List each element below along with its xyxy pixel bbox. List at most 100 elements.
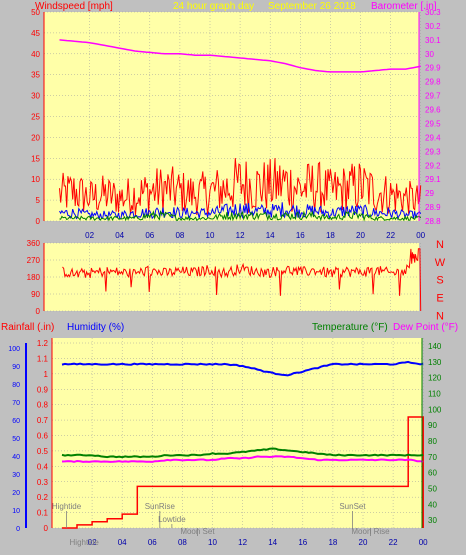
temperature-y-tick: 110: [428, 389, 441, 398]
humidity-y-tick: 90: [12, 364, 20, 371]
rain-y-tick: 0: [44, 524, 49, 533]
barometer-title: Barometer [.in]: [371, 1, 437, 12]
wind-direction-line: [62, 248, 422, 312]
barometer-y-tick: 30.1: [425, 36, 441, 45]
barometer-y-tick: 29.2: [425, 161, 441, 170]
windspeed-title: Windspeed [mph]: [35, 1, 113, 12]
wind-x-tick: 02: [85, 231, 94, 240]
rainfall-title: Rainfall (.in): [1, 322, 54, 333]
climate-x-tick-labels: 02 04 06 08 10 12 14 16 18 20 22 00: [88, 538, 429, 547]
direction-y-tick: 270: [27, 256, 41, 265]
compass-label: N: [436, 239, 444, 251]
humidity-y-tick: 40: [12, 454, 20, 461]
wind-x-tick-labels: 02 04 06 08 10 12 14 16 18 20 22 00: [85, 231, 426, 240]
wind-minimum-line: [59, 209, 422, 222]
wind-y-tick: 45: [31, 29, 40, 38]
temperature-y-tick: 60: [428, 469, 437, 478]
barometer-y-tick: 29.1: [425, 175, 441, 184]
wind-y-tick: 50: [31, 8, 40, 17]
rain-y-tick: 0.4: [37, 462, 49, 471]
humidity-y-tick-labels: 0 10 20 30 40 50 60 70 80 90 100: [8, 346, 20, 533]
humidity-y-tick: 30: [12, 472, 20, 479]
direction-y-tick: 0: [36, 307, 41, 316]
temperature-y-tick: 70: [428, 453, 437, 462]
climate-x-tick: 18: [328, 538, 337, 547]
compass-label: W: [435, 257, 446, 269]
barometer-y-tick: 29.4: [425, 133, 441, 142]
annotation-label: Lowtide: [158, 515, 186, 524]
climate-x-tick: 12: [238, 538, 247, 547]
humidity-y-tick: 60: [12, 418, 20, 425]
wind-y-tick: 40: [31, 50, 40, 59]
rain-y-tick-labels: 0 0.1 0.2 0.3 0.4 0.5 0.6 0.7 0.8 0.9 1 1.1 1.2: [37, 339, 49, 533]
wind-x-tick: 22: [386, 231, 395, 240]
wind-panel-series: [59, 39, 422, 222]
rain-y-tick: 0.2: [37, 493, 49, 502]
wind-x-tick: 14: [266, 231, 275, 240]
barometer-y-tick: 29.5: [425, 119, 441, 128]
temperature-y-tick: 80: [428, 437, 437, 446]
climate-panel-series: [61, 360, 424, 529]
temperature-y-tick: 40: [428, 500, 437, 509]
temperature-y-tick: 100: [428, 405, 442, 414]
humidity-y-tick: 80: [12, 382, 20, 389]
barometer-y-tick: 29.6: [425, 106, 441, 115]
rain-y-tick: 1: [44, 370, 49, 379]
barometer-y-tick: 29: [425, 189, 434, 198]
wind-y-tick: 35: [31, 71, 40, 80]
wind-x-tick: 10: [206, 231, 215, 240]
wind-x-tick: 08: [175, 231, 184, 240]
temperature-y-tick: 50: [428, 484, 437, 493]
barometer-y-tick: 29.8: [425, 78, 441, 87]
temperature-title: Temperature (°F): [312, 322, 388, 333]
rain-y-tick: 0.9: [37, 385, 49, 394]
compass-label: N: [436, 310, 444, 322]
dewpoint-title: Dew Point (°F): [393, 322, 458, 333]
wind-x-tick: 12: [236, 231, 245, 240]
direction-y-tick: 90: [31, 290, 40, 299]
climate-x-tick: 06: [148, 538, 157, 547]
direction-panel-series: [62, 248, 422, 312]
climate-x-tick: 00: [419, 538, 428, 547]
compass-label: S: [436, 275, 443, 287]
rain-y-tick: 0.1: [37, 509, 49, 518]
rain-y-tick: 0.6: [37, 432, 49, 441]
rain-y-tick: 0.5: [37, 447, 49, 456]
wind-y-tick: 5: [36, 196, 41, 205]
temperature-y-tick: 130: [428, 358, 442, 367]
astro-annotations: Hightide SunRise Lowtide Moon Set SunSet Moon…: [52, 502, 390, 547]
temperature-y-tick: 120: [428, 374, 442, 383]
annotation-label: Hightide: [52, 502, 82, 511]
barometer-y-tick: 30.2: [425, 22, 441, 31]
rain-y-tick: 0.8: [37, 401, 49, 410]
barometer-y-tick: 30: [425, 50, 434, 59]
climate-x-tick: 10: [208, 538, 217, 547]
rain-y-tick: 0.3: [37, 478, 49, 487]
direction-y-tick: 180: [27, 273, 41, 282]
temperature-y-tick: 30: [428, 516, 437, 525]
wind-y-tick: 10: [31, 175, 40, 184]
humidity-y-tick: 10: [12, 508, 20, 515]
climate-x-tick: 14: [268, 538, 277, 547]
rain-y-tick: 1.2: [37, 339, 49, 348]
compass-label: E: [436, 293, 443, 305]
humidity-title: Humidity (%): [67, 322, 124, 333]
wind-x-tick: 00: [416, 231, 425, 240]
climate-panel-bg: [52, 338, 422, 528]
wind-y-tick: 20: [31, 133, 40, 142]
annotation-label: Moon Set: [180, 527, 215, 536]
temperature-y-tick: 90: [428, 421, 437, 430]
barometer-y-tick: 29.7: [425, 92, 441, 101]
barometer-y-tick: 28.9: [425, 203, 441, 212]
climate-x-tick: 08: [178, 538, 187, 547]
wind-x-tick: 04: [115, 231, 124, 240]
annotation-label: Moon Rise: [351, 527, 390, 536]
annotation-label: SunRise: [145, 502, 176, 511]
annotation-label: Hightide: [70, 538, 100, 547]
wind-x-tick: 16: [296, 231, 305, 240]
graph-title: 24 hour graph day: [173, 1, 254, 12]
barometer-y-tick: 28.8: [425, 217, 441, 226]
climate-x-tick: 20: [359, 538, 368, 547]
wind-panel-grid: [44, 11, 421, 222]
